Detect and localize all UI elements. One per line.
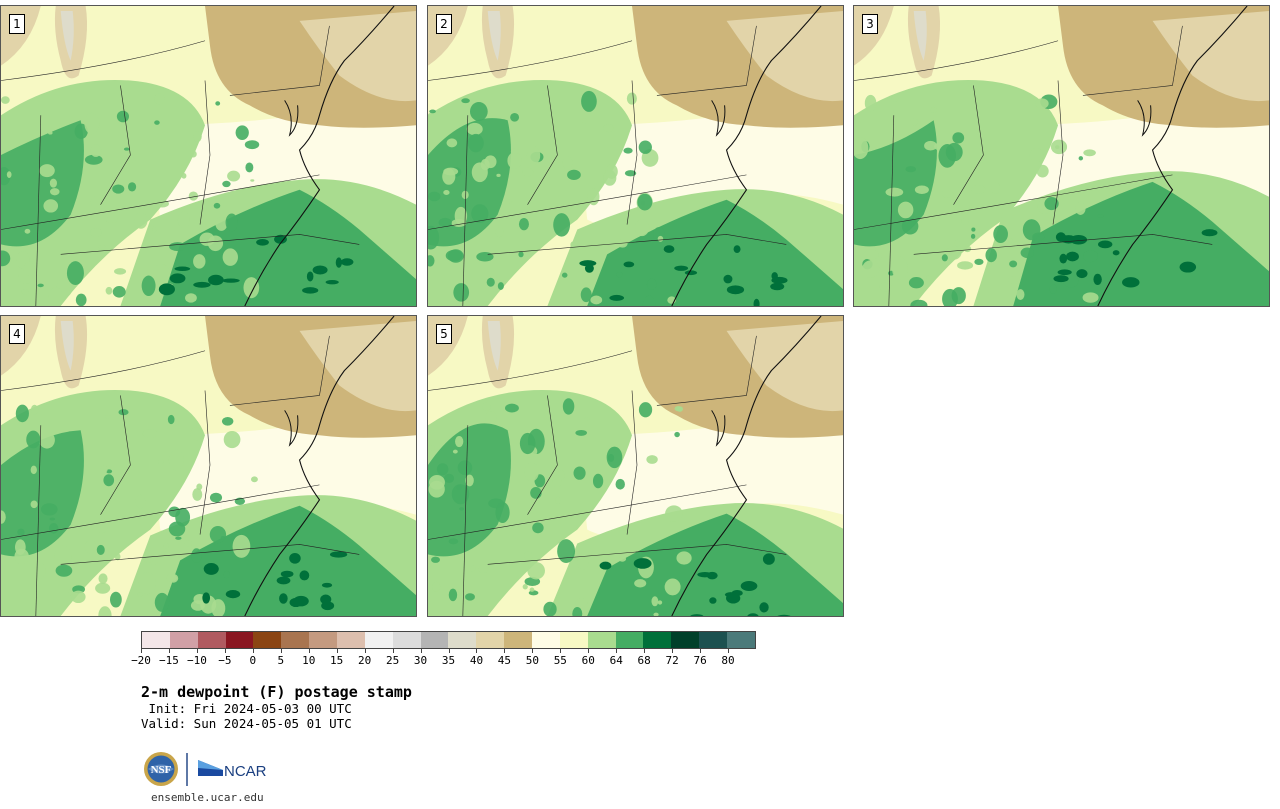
colorbar-tick — [504, 648, 506, 653]
colorbar-tick — [392, 648, 394, 653]
colorbar-swatch — [309, 632, 338, 648]
colorbar-tick-label: 80 — [721, 654, 735, 667]
colorbar-tick — [196, 648, 198, 653]
colorbar-swatch — [615, 632, 644, 648]
colorbar-tick-label: 15 — [330, 654, 344, 667]
colorbar-swatch — [142, 632, 170, 648]
colorbar-tick — [448, 648, 450, 653]
panel-number: 3 — [862, 14, 878, 34]
colorbar-swatch — [169, 632, 198, 648]
colorbar-swatch — [420, 632, 449, 648]
nsf-logo-text: NSF — [151, 764, 172, 776]
colorbar-tick-label: 68 — [637, 654, 651, 667]
dewpoint-map — [1, 6, 416, 306]
colorbar-swatch — [727, 632, 755, 648]
colorbar-tick-label: 76 — [693, 654, 707, 667]
colorbar-tick-label: −20 — [131, 654, 151, 667]
panel-number: 1 — [9, 14, 25, 34]
dewpoint-map — [854, 6, 1269, 306]
colorbar-tick — [252, 648, 254, 653]
colorbar-swatch — [532, 632, 560, 648]
colorbar-tick-label: −5 — [218, 654, 232, 667]
colorbar-tick — [560, 648, 562, 653]
colorbar-swatch — [337, 632, 365, 648]
colorbar-tick-label: 25 — [385, 654, 400, 667]
colorbar-tick-label: 45 — [497, 654, 512, 667]
map-panel-2: 2 — [427, 5, 844, 307]
colorbar-tick — [280, 648, 282, 653]
dewpoint-map — [428, 6, 843, 306]
colorbar-swatch — [699, 632, 728, 648]
colorbar-tick — [532, 648, 534, 653]
colorbar-tick-label: 40 — [469, 654, 484, 667]
colorbar-tick-label: 35 — [441, 654, 456, 667]
colorbar-tick — [224, 648, 226, 653]
colorbar-tick — [644, 648, 646, 653]
colorbar-tick-label: 50 — [525, 654, 539, 667]
colorbar-tick-label: 5 — [277, 654, 285, 667]
colorbar-swatch — [225, 632, 254, 648]
colorbar-tick — [700, 648, 702, 653]
site-url: ensemble.ucar.edu — [151, 791, 264, 804]
colorbar-tick-label: 64 — [609, 654, 623, 667]
colorbar-swatch — [364, 632, 393, 648]
colorbar-tick-label: 72 — [665, 654, 679, 667]
panel-number: 4 — [9, 324, 25, 344]
colorbar-tick — [141, 648, 142, 653]
colorbar-tick — [476, 648, 478, 653]
colorbar-swatch — [476, 632, 505, 648]
colorbar-tick-label: −10 — [186, 654, 207, 667]
init-time: Init: Fri 2024-05-03 00 UTC — [141, 701, 352, 716]
map-panel-4: 4 — [0, 315, 417, 617]
colorbar-swatch — [671, 632, 700, 648]
colorbar-swatch — [253, 632, 282, 648]
colorbar-swatch — [504, 632, 533, 648]
colorbar-ticks: −20 −15 −10 −5 0 5 10 15 20 25 30 35 40 45 50 55 60 64 68 7… — [131, 648, 756, 670]
valid-time: Valid: Sun 2024-05-05 01 UTC — [141, 716, 352, 731]
colorbar-swatch — [281, 632, 310, 648]
colorbar-tick-label: 20 — [358, 654, 372, 667]
colorbar-tick-label: 0 — [249, 654, 257, 667]
panel-number: 5 — [436, 324, 452, 344]
colorbar-swatch — [392, 632, 421, 648]
ncar-logo-text: NCAR — [224, 763, 267, 780]
colorbar-tick — [336, 648, 338, 653]
colorbar-tick — [168, 648, 170, 653]
colorbar-tick-label: 60 — [581, 654, 595, 667]
colorbar-tick-label: 55 — [553, 654, 567, 667]
map-panel-3: 3 — [853, 5, 1270, 307]
colorbar-swatch — [197, 632, 226, 648]
colorbar-tick-label: 30 — [413, 654, 428, 667]
colorbar — [141, 631, 756, 649]
map-panel-5: 5 — [427, 315, 844, 617]
colorbar-swatch — [643, 632, 672, 648]
colorbar-tick — [616, 648, 618, 653]
dewpoint-map — [428, 316, 843, 616]
colorbar-tick — [672, 648, 674, 653]
map-panel-1: 1 — [0, 5, 417, 307]
panel-number: 2 — [436, 14, 452, 34]
colorbar-tick — [728, 648, 730, 653]
nsf-logo: NSF — [144, 752, 178, 786]
colorbar-swatch — [559, 632, 588, 648]
colorbar-tick-label: −15 — [159, 654, 179, 667]
colorbar-tick — [308, 648, 310, 653]
colorbar-tick — [364, 648, 366, 653]
dewpoint-map — [1, 316, 416, 616]
ncar-logo: NCAR — [198, 760, 267, 780]
colorbar-tick — [588, 648, 590, 653]
colorbar-swatch — [448, 632, 477, 648]
colorbar-tick-label: 10 — [302, 654, 316, 667]
page-title: 2-m dewpoint (F) postage stamp — [141, 683, 412, 701]
colorbar-swatch — [587, 632, 616, 648]
colorbar-tick — [420, 648, 422, 653]
logos: NSF NCAR — [144, 752, 267, 786]
